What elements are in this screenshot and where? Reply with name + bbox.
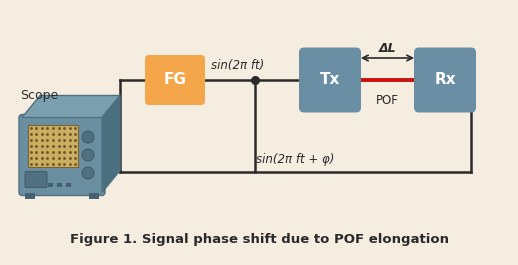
FancyBboxPatch shape [414,47,476,113]
Circle shape [82,167,94,179]
Text: POF: POF [376,94,399,107]
Bar [39,183,44,187]
Polygon shape [102,95,120,192]
FancyBboxPatch shape [145,55,205,105]
Bar [30,183,35,187]
Text: sin(2π ft + φ): sin(2π ft + φ) [256,153,335,166]
Bar [66,183,71,187]
Polygon shape [22,95,120,117]
Text: Scope: Scope [20,90,58,103]
Bar [25,192,35,198]
Text: Tx: Tx [320,73,340,87]
Text: Figure 1. Signal phase shift due to POF elongation: Figure 1. Signal phase shift due to POF … [69,233,449,246]
Bar [57,183,62,187]
Text: ΔL: ΔL [379,42,396,55]
Bar [89,192,99,198]
Text: Rx: Rx [434,73,456,87]
FancyBboxPatch shape [299,47,361,113]
Bar [28,125,78,166]
Bar [48,183,53,187]
Text: sin(2π ft): sin(2π ft) [211,59,264,72]
Circle shape [82,149,94,161]
FancyBboxPatch shape [19,114,105,196]
FancyBboxPatch shape [25,171,47,188]
Circle shape [82,131,94,143]
Text: FG: FG [164,73,186,87]
